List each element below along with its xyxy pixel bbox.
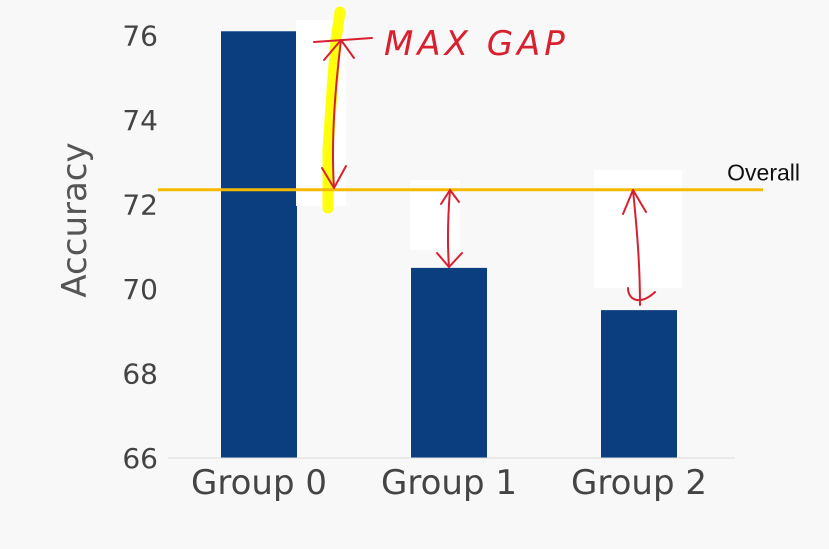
y-axis-ticks: 66 68 70 72 74 76 bbox=[122, 20, 158, 476]
group2-gap-arrow bbox=[632, 189, 641, 306]
group1-gap-arrow-head-top bbox=[440, 189, 460, 205]
y-tick-label: 76 bbox=[122, 20, 158, 53]
annotation-arrows bbox=[313, 37, 656, 306]
group1-gap-arrow-head-bottom bbox=[436, 252, 463, 268]
bar-group-0 bbox=[221, 31, 297, 459]
y-axis-label: Accuracy bbox=[55, 142, 95, 297]
highlight-stroke bbox=[322, 6, 346, 214]
group2-gap-arrow-head-bottom bbox=[627, 287, 656, 302]
max-gap-arrow bbox=[331, 39, 342, 189]
y-tick-label: 72 bbox=[122, 189, 158, 222]
bar-group-1 bbox=[411, 267, 487, 458]
max-gap-arrow-bar bbox=[313, 37, 373, 43]
y-tick-label: 68 bbox=[122, 358, 158, 391]
y-tick-label: 66 bbox=[122, 442, 158, 475]
overall-reference-label: Overall bbox=[727, 160, 800, 186]
max-gap-arrow-head-bottom bbox=[321, 165, 347, 189]
x-tick-label: Group 2 bbox=[571, 463, 707, 503]
bars bbox=[221, 31, 677, 459]
max-gap-annotation: MAX GAP bbox=[384, 24, 569, 64]
bar-group-2 bbox=[601, 310, 677, 458]
group1-gap-arrow bbox=[446, 189, 451, 268]
x-tick-label: Group 1 bbox=[381, 463, 517, 503]
y-tick-label: 70 bbox=[122, 273, 158, 306]
y-tick-label: 74 bbox=[122, 104, 158, 137]
group2-gap-arrow-head-top bbox=[622, 189, 647, 215]
x-tick-label: Group 0 bbox=[191, 463, 327, 503]
x-axis-categories: Group 0 Group 1 Group 2 bbox=[191, 463, 707, 503]
annotation-whiteout bbox=[594, 170, 682, 288]
